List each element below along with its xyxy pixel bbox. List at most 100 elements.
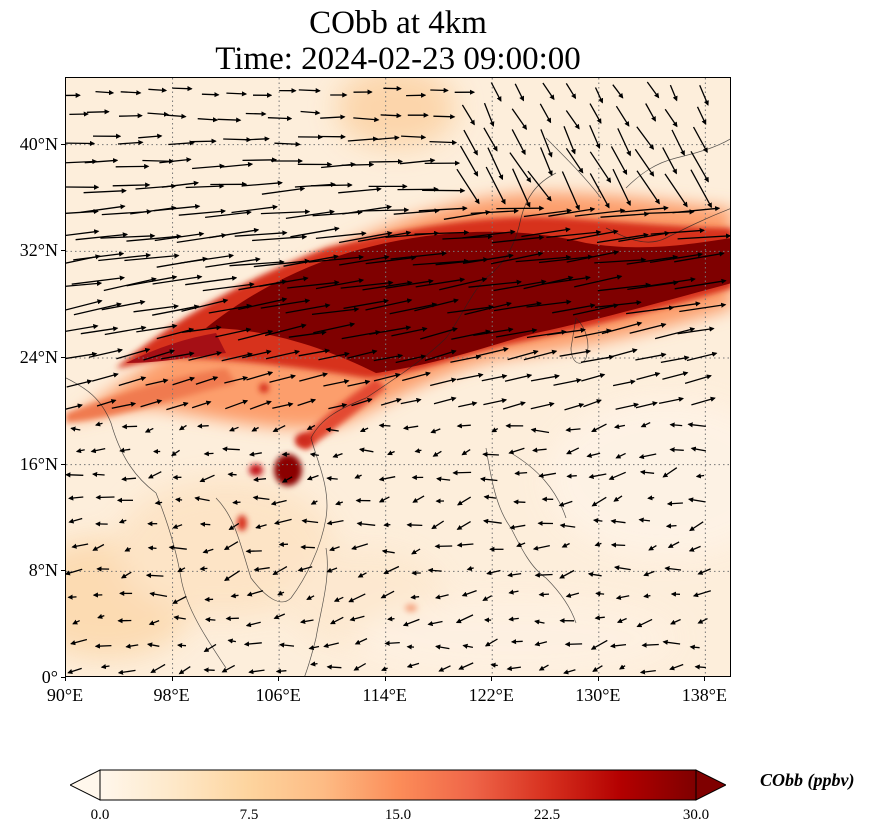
- wind-arrow: [581, 373, 606, 382]
- wind-arrow: [205, 209, 252, 219]
- wind-arrow: [226, 91, 248, 97]
- wind-arrow: [635, 352, 667, 361]
- wind-arrow: [176, 642, 187, 649]
- lon-tick-label: 106°E: [255, 685, 301, 705]
- wind-arrow: [265, 349, 301, 360]
- wind-arrow: [168, 140, 195, 146]
- wind-arrow: [349, 615, 365, 622]
- wind-arrow: [320, 114, 346, 120]
- wind-arrow: [538, 664, 549, 671]
- wind-arrow: [433, 396, 457, 405]
- wind-arrow: [664, 566, 682, 572]
- colorbar-tick-label: 22.5: [533, 807, 561, 823]
- wind-arrow: [146, 642, 160, 648]
- wind-arrow: [526, 299, 572, 308]
- low-concentration-field: [66, 78, 730, 676]
- wind-arrow: [654, 327, 696, 340]
- wind-arrow: [677, 233, 730, 240]
- wind-arrow: [672, 206, 721, 214]
- wind-arrow: [253, 566, 270, 572]
- wind-arrow: [457, 496, 472, 506]
- wind-arrow: [66, 403, 83, 410]
- wind-arrow: [589, 124, 601, 149]
- wind-arrow: [566, 229, 619, 242]
- wind-arrow: [153, 204, 201, 212]
- wind-arrow: [664, 173, 688, 208]
- wind-arrow: [456, 423, 471, 429]
- wind-arrow: [456, 521, 471, 530]
- wind-arrow: [462, 229, 516, 239]
- wind-arrow: [161, 180, 200, 188]
- wind-arrow: [203, 643, 217, 653]
- wind-arrow: [299, 372, 329, 382]
- wind-arrow: [406, 662, 420, 669]
- wind-arrow: [532, 447, 547, 453]
- wind-arrow: [192, 163, 225, 170]
- wind-arrow: [147, 545, 157, 551]
- wind-arrow: [231, 204, 278, 214]
- wind-arrow: [650, 228, 705, 235]
- colorbar: [70, 769, 726, 801]
- wind-arrow: [609, 643, 627, 649]
- wind-arrow: [594, 257, 647, 264]
- wind-arrow: [96, 399, 117, 407]
- wind-arrow: [662, 639, 681, 645]
- wind-arrow: [462, 253, 514, 264]
- wind-arrow: [347, 349, 378, 359]
- wind-arrow: [143, 349, 175, 361]
- wind-arrow: [589, 103, 602, 124]
- wind-arrow: [589, 151, 612, 183]
- wind-arrow: [574, 274, 623, 288]
- wind-arrow: [589, 173, 610, 209]
- wind-arrow: [290, 226, 340, 238]
- wind-arrow: [272, 425, 286, 432]
- lon-tick-label: 98°E: [153, 685, 190, 705]
- wind-arrow: [354, 638, 368, 645]
- wind-arrow: [125, 643, 139, 649]
- wind-arrow: [432, 450, 442, 457]
- wind-arrow: [592, 518, 603, 524]
- wind-arrow: [692, 126, 708, 154]
- wind-arrow: [154, 231, 205, 242]
- wind-arrow: [565, 427, 581, 433]
- lat-tick-mark: [61, 570, 65, 572]
- wind-arrow: [197, 117, 219, 123]
- wind-arrow: [509, 152, 532, 183]
- wind-arrow: [148, 619, 160, 626]
- wind-arrow: [369, 325, 412, 335]
- wind-arrow: [456, 542, 474, 548]
- wind-arrow: [242, 157, 278, 163]
- wind-arrow: [71, 543, 89, 549]
- wind-arrow: [120, 571, 132, 579]
- wind-arrow: [267, 115, 293, 122]
- wind-arrow: [643, 570, 655, 577]
- wind-arrow: [118, 376, 147, 387]
- wind-arrow: [617, 128, 631, 157]
- wind-arrow: [306, 595, 315, 600]
- wind-arrow: [491, 427, 499, 433]
- wind-arrow: [561, 542, 570, 548]
- wind-arrow: [208, 303, 253, 314]
- wind-arrow: [493, 279, 547, 292]
- wind-arrow: [539, 147, 553, 176]
- wind-arrow: [75, 232, 129, 241]
- wind-arrow: [696, 106, 707, 126]
- lon-tick-mark: [278, 677, 280, 681]
- wind-arrow: [274, 141, 301, 147]
- wind-arrow: [595, 591, 605, 597]
- wind-arrow: [159, 157, 192, 164]
- wind-arrow: [410, 594, 420, 600]
- wind-arrow: [389, 302, 438, 315]
- wind-arrow: [649, 252, 704, 264]
- wind-arrow: [540, 129, 553, 158]
- wind-arrow: [224, 375, 249, 384]
- wind-arrow: [191, 400, 212, 409]
- wind-arrow: [323, 379, 350, 387]
- wind-arrow: [248, 669, 265, 675]
- wind-arrow: [136, 323, 178, 333]
- wind-arrow: [626, 254, 679, 265]
- wind-arrow: [310, 182, 353, 188]
- wind-arrow: [185, 275, 238, 286]
- wind-arrow: [232, 499, 241, 505]
- wind-arrow: [412, 495, 425, 503]
